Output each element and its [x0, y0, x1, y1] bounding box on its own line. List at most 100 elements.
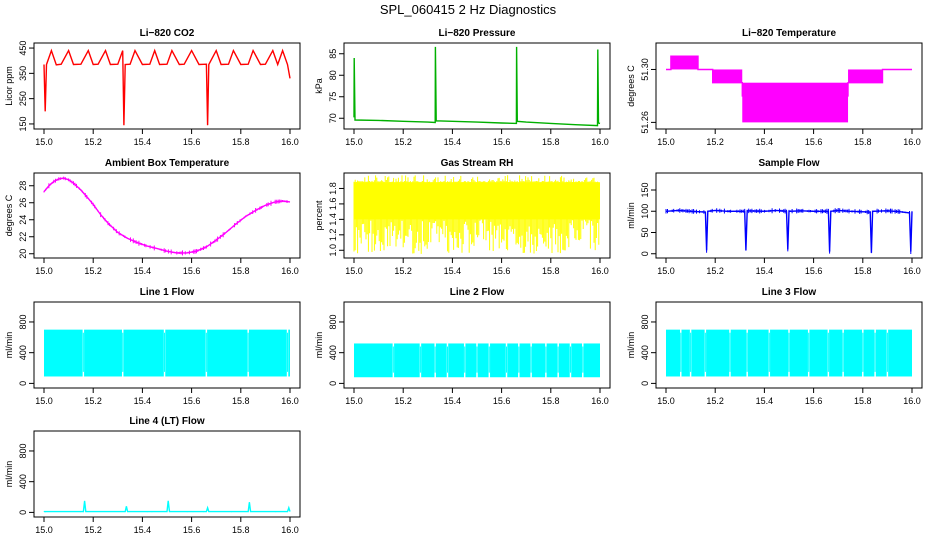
plot-area — [353, 46, 601, 127]
y-axis-label: degrees C — [626, 65, 636, 107]
panel-li-820-co2: Li−820 CO2 15.0 15.2 15.4 15.6 15.8 16.0 150 250… — [4, 28, 301, 147]
series-noise — [43, 500, 290, 513]
x-tick-label: 15.8 — [232, 525, 250, 535]
flow-band-segment — [288, 329, 290, 377]
y-tick-label: 26 — [18, 198, 28, 208]
x-tick-label: 15.4 — [756, 396, 774, 406]
temperature-band — [670, 56, 698, 70]
x-tick-label: 15.0 — [35, 396, 53, 406]
x-tick-label: 15.4 — [444, 396, 462, 406]
x-tick-label: 16.0 — [281, 396, 299, 406]
panel-title: Line 4 (LT) Flow — [129, 416, 205, 427]
series-noise — [43, 176, 289, 256]
x-tick-label: 15.4 — [444, 266, 462, 276]
panel-ambient-box-temperature: Ambient Box Temperature 15.0 15.2 15.4 15.6 1… — [4, 158, 301, 276]
plot-area — [43, 500, 291, 513]
x-tick-label: 15.2 — [84, 525, 102, 535]
flow-band-segment — [843, 329, 863, 377]
plot-area — [665, 208, 913, 254]
y-tick-label: 250 — [18, 91, 28, 106]
x-tick-label: 15.6 — [805, 137, 823, 147]
y-axis-label: ml/min — [4, 332, 14, 359]
x-tick-label: 16.0 — [591, 396, 609, 406]
x-tick-label: 15.0 — [35, 266, 53, 276]
rh-series — [353, 175, 600, 254]
y-tick-label: 1.8 — [328, 182, 338, 195]
x-tick-label: 15.8 — [854, 266, 872, 276]
flow-band-segment — [490, 343, 506, 378]
y-tick-label: 0 — [640, 251, 650, 256]
plot-frame — [33, 42, 301, 130]
y-tick-label: 0 — [18, 510, 28, 515]
panel-line-1-flow: Line 1 Flow 15.0 15.2 15.4 15.6 15.8 16.0 0 400 8… — [4, 287, 301, 406]
panel-title: Li−820 Pressure — [439, 28, 516, 39]
y-tick-label: 400 — [640, 345, 650, 360]
panel-li-820-temperature: Li−820 Temperature 15.0 15.2 15.4 15.6 15.8 16… — [626, 28, 923, 147]
flow-band-segment — [546, 343, 558, 378]
x-tick-label: 15.8 — [542, 266, 560, 276]
flow-band-segment — [123, 329, 164, 377]
y-tick-label: 85 — [328, 49, 338, 59]
panel-title: Line 3 Flow — [762, 287, 817, 298]
panel-sample-flow: Sample Flow 15.0 15.2 15.4 15.6 15.8 16.0 0 50 10… — [626, 158, 923, 276]
series-line — [665, 209, 913, 253]
flow-band-segment — [558, 343, 570, 378]
y-tick-label: 150 — [18, 116, 28, 131]
y-tick-label: 22 — [18, 232, 28, 242]
y-axis-label: ml/min — [4, 461, 14, 488]
flow-band-segment — [730, 329, 747, 377]
x-tick-label: 16.0 — [591, 137, 609, 147]
x-tick-label: 15.4 — [134, 137, 152, 147]
flow-band-segment — [583, 343, 600, 378]
panel-title: Gas Stream RH — [441, 158, 514, 169]
x-tick-label: 15.4 — [444, 137, 462, 147]
flow-band-segment — [435, 343, 447, 378]
y-axis-label: ml/min — [314, 332, 324, 359]
y-axis-label: kPa — [314, 78, 324, 94]
x-tick-label: 15.8 — [232, 137, 250, 147]
x-tick-label: 16.0 — [903, 396, 921, 406]
plot-frame — [33, 430, 301, 518]
x-tick-label: 15.2 — [394, 266, 412, 276]
y-tick-label: 70 — [328, 113, 338, 123]
flow-band-segment — [519, 343, 531, 378]
plot-frame — [655, 301, 923, 389]
flow-band-segment — [394, 343, 420, 378]
flow-band-segment — [875, 329, 887, 377]
y-tick-label: 800 — [18, 443, 28, 458]
x-tick-label: 15.4 — [134, 266, 152, 276]
x-tick-label: 15.6 — [183, 137, 201, 147]
y-tick-label: 400 — [18, 474, 28, 489]
flow-band-segment — [248, 329, 287, 377]
panel-title: Li−820 Temperature — [742, 28, 836, 39]
x-tick-label: 15.6 — [805, 266, 823, 276]
panel-gas-stream-rh: Gas Stream RH 15.0 15.2 15.4 15.6 15.8 16.0 1.0… — [314, 158, 611, 276]
x-tick-label: 15.4 — [134, 396, 152, 406]
x-tick-label: 15.2 — [706, 266, 724, 276]
flow-band-segment — [666, 329, 681, 377]
flow-band-segment — [681, 329, 690, 377]
flow-band-segment — [747, 329, 769, 377]
y-axis-label: ml/min — [626, 202, 636, 229]
x-tick-label: 15.4 — [134, 525, 152, 535]
y-tick-label: 1.6 — [328, 198, 338, 211]
series-noise — [665, 208, 912, 254]
x-tick-label: 15.8 — [232, 396, 250, 406]
y-tick-label: 350 — [18, 66, 28, 81]
panel-title: Ambient Box Temperature — [105, 158, 230, 169]
flow-band-segment — [84, 329, 122, 377]
panel-title: Li−820 CO2 — [140, 28, 195, 39]
plot-frame — [343, 42, 611, 130]
x-tick-label: 15.0 — [345, 266, 363, 276]
flow-band-segment — [888, 329, 912, 377]
plot-area — [666, 329, 912, 377]
y-tick-label: 800 — [18, 314, 28, 329]
series-line — [666, 55, 912, 97]
flow-band-segment — [706, 329, 730, 377]
y-tick-label: 51.26 — [640, 111, 650, 134]
x-tick-label: 15.0 — [345, 137, 363, 147]
figure-title: SPL_060415 2 Hz Diagnostics — [380, 2, 557, 17]
flow-band-segment — [421, 343, 435, 378]
y-tick-label: 1.0 — [328, 244, 338, 257]
